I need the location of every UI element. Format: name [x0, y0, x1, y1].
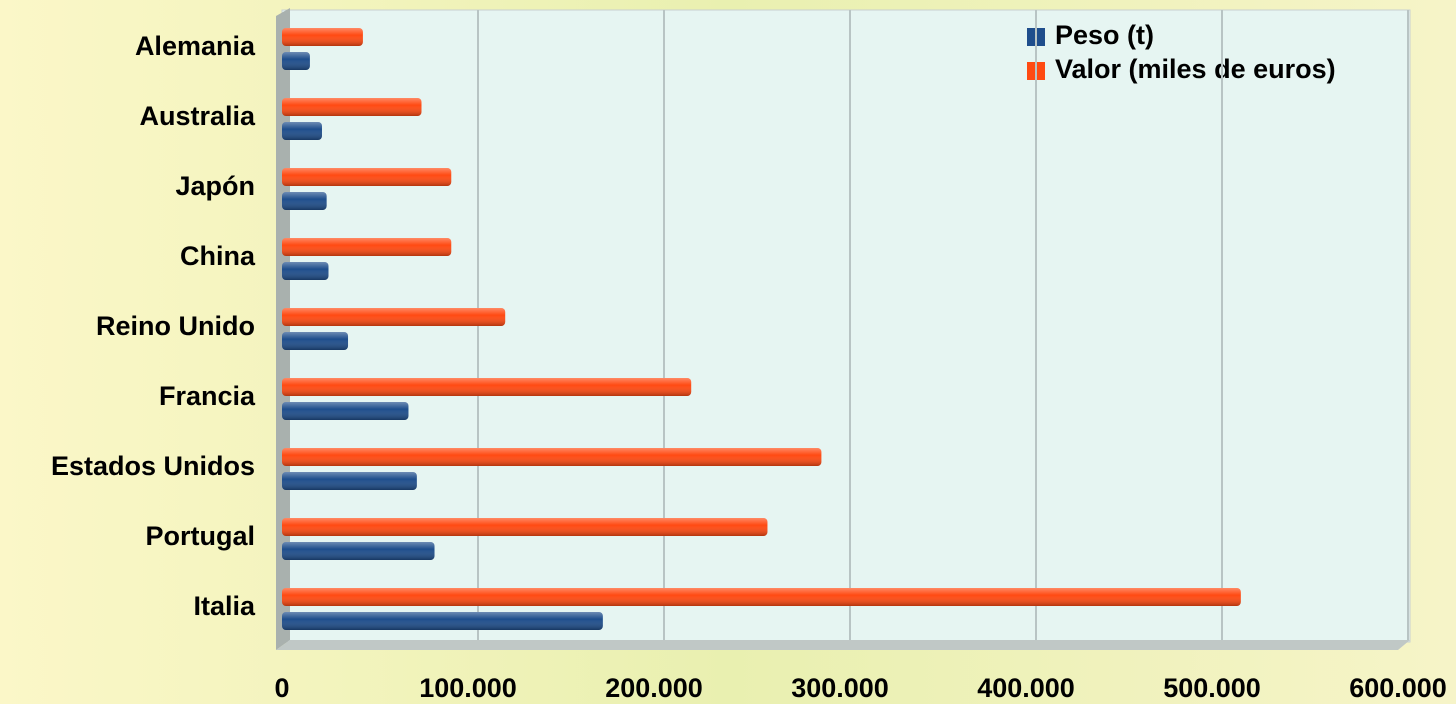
x-tick-label: 600.000: [1349, 673, 1447, 703]
bar-shading: [282, 612, 603, 630]
bar-shading: [282, 402, 409, 420]
bar-shading: [282, 238, 452, 256]
x-tick-label: 100.000: [419, 673, 517, 703]
bar-shading: [282, 308, 506, 326]
bar-shading: [282, 448, 822, 466]
bar-shading: [282, 262, 329, 280]
bar-shading: [282, 588, 1241, 606]
bar-shading: [282, 98, 422, 116]
x-tick-label: 200.000: [605, 673, 703, 703]
x-tick-label: 0: [274, 673, 289, 703]
bar-shading: [282, 28, 363, 46]
bar-shading: [282, 378, 692, 396]
y-tick-label: Italia: [193, 591, 256, 621]
bar-shading: [282, 332, 349, 350]
bar-shading: [282, 52, 310, 70]
y-tick-label: Francia: [159, 381, 256, 411]
bar-shading: [282, 472, 417, 490]
y-tick-label: Japón: [175, 171, 255, 201]
x-tick-label: 300.000: [791, 673, 889, 703]
bar-shading: [282, 168, 452, 186]
bar-shading: [282, 518, 768, 536]
y-tick-label: Australia: [139, 101, 256, 131]
y-tick-label: Alemania: [135, 31, 256, 61]
plot-floor: [276, 640, 1410, 650]
x-tick-label: 400.000: [977, 673, 1075, 703]
y-tick-label: Portugal: [145, 521, 255, 551]
y-tick-label: China: [180, 241, 256, 271]
bar-shading: [282, 122, 322, 140]
x-tick-label: 500.000: [1163, 673, 1261, 703]
y-tick-label: Estados Unidos: [51, 451, 255, 481]
y-tick-label: Reino Unido: [96, 311, 255, 341]
bar-shading: [282, 542, 435, 560]
legend-label: Valor (miles de euros): [1055, 54, 1336, 84]
bar-shading: [282, 192, 327, 210]
legend-label: Peso (t): [1055, 20, 1154, 50]
